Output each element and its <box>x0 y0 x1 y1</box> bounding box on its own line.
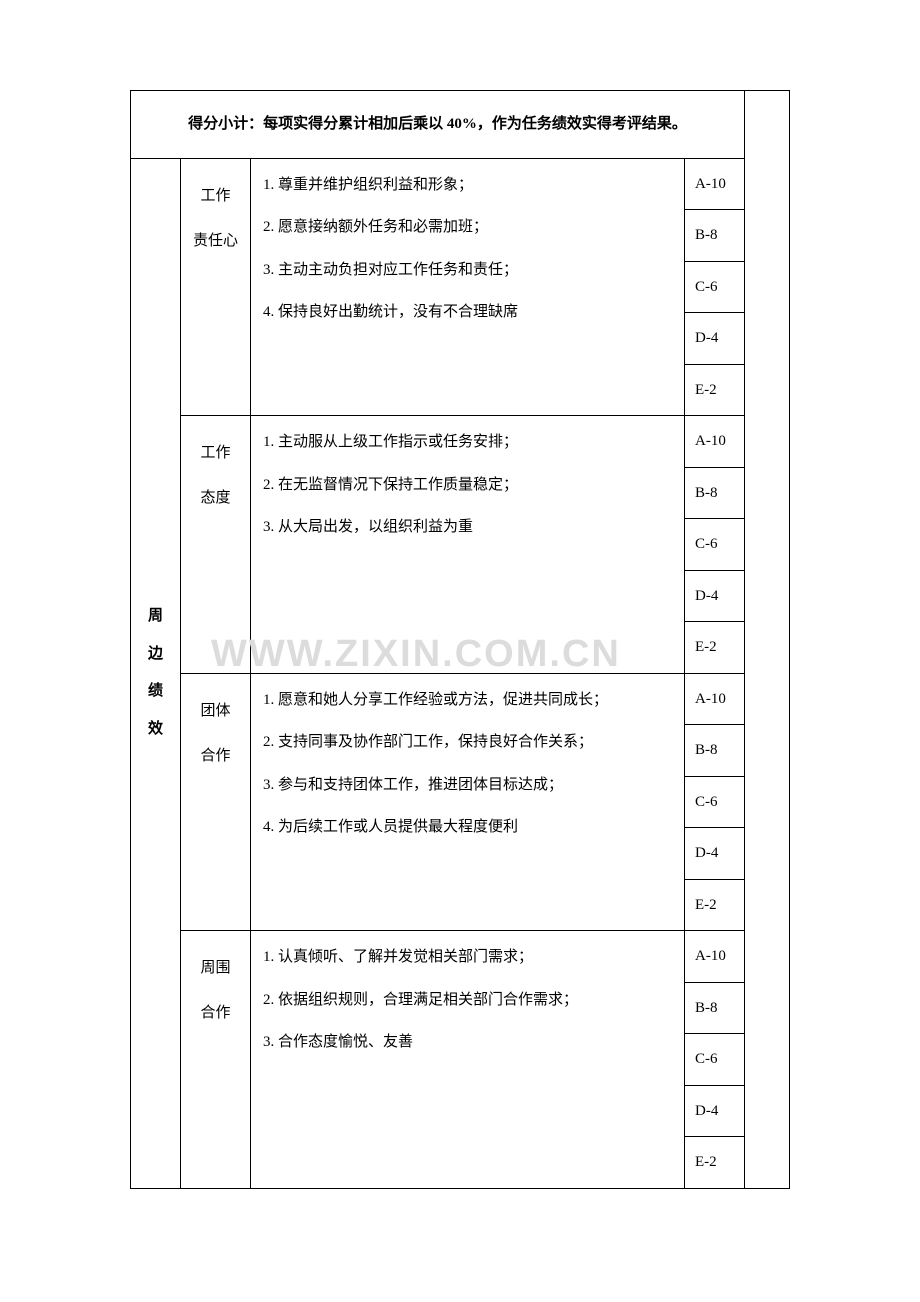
list-item: 4. 保持良好出勤统计，没有不合理缺席 <box>263 301 672 324</box>
category-cell: 工作 责任心 <box>181 158 251 416</box>
list-item: 2. 依据组织规则，合理满足相关部门合作需求； <box>263 989 672 1012</box>
description-cell: 1. 主动服从上级工作指示或任务安排； 2. 在无监督情况下保持工作质量稳定； … <box>251 416 685 674</box>
grade-cell: E-2 <box>685 364 745 416</box>
list-item: 3. 主动主动负担对应工作任务和责任； <box>263 259 672 282</box>
grade-cell: C-6 <box>685 1034 745 1086</box>
list-item: 1. 愿意和她人分享工作经验或方法，促进共同成长； <box>263 689 672 712</box>
list-item: 4. 为后续工作或人员提供最大程度便利 <box>263 816 672 839</box>
list-item: 1. 认真倾听、了解并发觉相关部门需求； <box>263 946 672 969</box>
list-item: 1. 尊重并维护组织利益和形象； <box>263 174 672 197</box>
grade-cell: D-4 <box>685 1085 745 1137</box>
table-row: 周边绩效 工作 责任心 1. 尊重并维护组织利益和形象； 2. 愿意接纳额外任务… <box>131 158 790 210</box>
table-row: 团体 合作 1. 愿意和她人分享工作经验或方法，促进共同成长； 2. 支持同事及… <box>131 673 790 725</box>
blank-column <box>745 91 790 1189</box>
grade-cell: A-10 <box>685 158 745 210</box>
grade-cell: B-8 <box>685 467 745 519</box>
grade-cell: D-4 <box>685 570 745 622</box>
list-item: 1. 主动服从上级工作指示或任务安排； <box>263 431 672 454</box>
description-cell: 1. 愿意和她人分享工作经验或方法，促进共同成长； 2. 支持同事及协作部门工作… <box>251 673 685 931</box>
cat-line1: 工作 <box>200 445 230 461</box>
page-container: 得分小计：每项实得分累计相加后乘以 40%，作为任务绩效实得考评结果。 周边绩效… <box>130 90 790 1189</box>
description-cell: 1. 认真倾听、了解并发觉相关部门需求； 2. 依据组织规则，合理满足相关部门合… <box>251 931 685 1189</box>
grade-cell: A-10 <box>685 416 745 468</box>
grade-cell: C-6 <box>685 776 745 828</box>
list-item: 2. 愿意接纳额外任务和必需加班； <box>263 216 672 239</box>
grade-cell: E-2 <box>685 879 745 931</box>
grade-cell: D-4 <box>685 828 745 880</box>
table-row: 工作 态度 1. 主动服从上级工作指示或任务安排； 2. 在无监督情况下保持工作… <box>131 416 790 468</box>
cat-line2: 合作 <box>200 748 230 764</box>
cat-line2: 态度 <box>200 490 230 506</box>
grade-cell: E-2 <box>685 622 745 674</box>
cat-line1: 团体 <box>200 703 230 719</box>
description-cell: 1. 尊重并维护组织利益和形象； 2. 愿意接纳额外任务和必需加班； 3. 主动… <box>251 158 685 416</box>
grade-cell: D-4 <box>685 313 745 365</box>
cat-line1: 工作 <box>200 188 230 204</box>
grade-cell: C-6 <box>685 519 745 571</box>
category-cell: 团体 合作 <box>181 673 251 931</box>
cat-line1: 周围 <box>200 960 230 976</box>
list-item: 3. 合作态度愉悦、友善 <box>263 1031 672 1054</box>
evaluation-table: 得分小计：每项实得分累计相加后乘以 40%，作为任务绩效实得考评结果。 周边绩效… <box>130 90 790 1189</box>
item-list: 1. 尊重并维护组织利益和形象； 2. 愿意接纳额外任务和必需加班； 3. 主动… <box>263 174 672 324</box>
table-row: 周围 合作 1. 认真倾听、了解并发觉相关部门需求； 2. 依据组织规则，合理满… <box>131 931 790 983</box>
list-item: 2. 在无监督情况下保持工作质量稳定； <box>263 474 672 497</box>
grade-cell: B-8 <box>685 982 745 1034</box>
grade-cell: A-10 <box>685 673 745 725</box>
item-list: 1. 主动服从上级工作指示或任务安排； 2. 在无监督情况下保持工作质量稳定； … <box>263 431 672 539</box>
grade-cell: C-6 <box>685 261 745 313</box>
grade-cell: B-8 <box>685 210 745 262</box>
category-cell: 周围 合作 <box>181 931 251 1189</box>
grade-cell: B-8 <box>685 725 745 777</box>
cat-line2: 合作 <box>200 1005 230 1021</box>
list-item: 3. 从大局出发，以组织利益为重 <box>263 516 672 539</box>
cat-line2: 责任心 <box>193 233 238 249</box>
item-list: 1. 愿意和她人分享工作经验或方法，促进共同成长； 2. 支持同事及协作部门工作… <box>263 689 672 839</box>
header-row: 得分小计：每项实得分累计相加后乘以 40%，作为任务绩效实得考评结果。 <box>131 91 790 159</box>
grade-cell: E-2 <box>685 1137 745 1189</box>
header-cell: 得分小计：每项实得分累计相加后乘以 40%，作为任务绩效实得考评结果。 <box>131 91 745 159</box>
category-cell: 工作 态度 <box>181 416 251 674</box>
list-item: 2. 支持同事及协作部门工作，保持良好合作关系； <box>263 731 672 754</box>
grade-cell: A-10 <box>685 931 745 983</box>
left-category-label: 周边绩效 <box>131 158 181 1188</box>
item-list: 1. 认真倾听、了解并发觉相关部门需求； 2. 依据组织规则，合理满足相关部门合… <box>263 946 672 1054</box>
list-item: 3. 参与和支持团体工作，推进团体目标达成； <box>263 774 672 797</box>
